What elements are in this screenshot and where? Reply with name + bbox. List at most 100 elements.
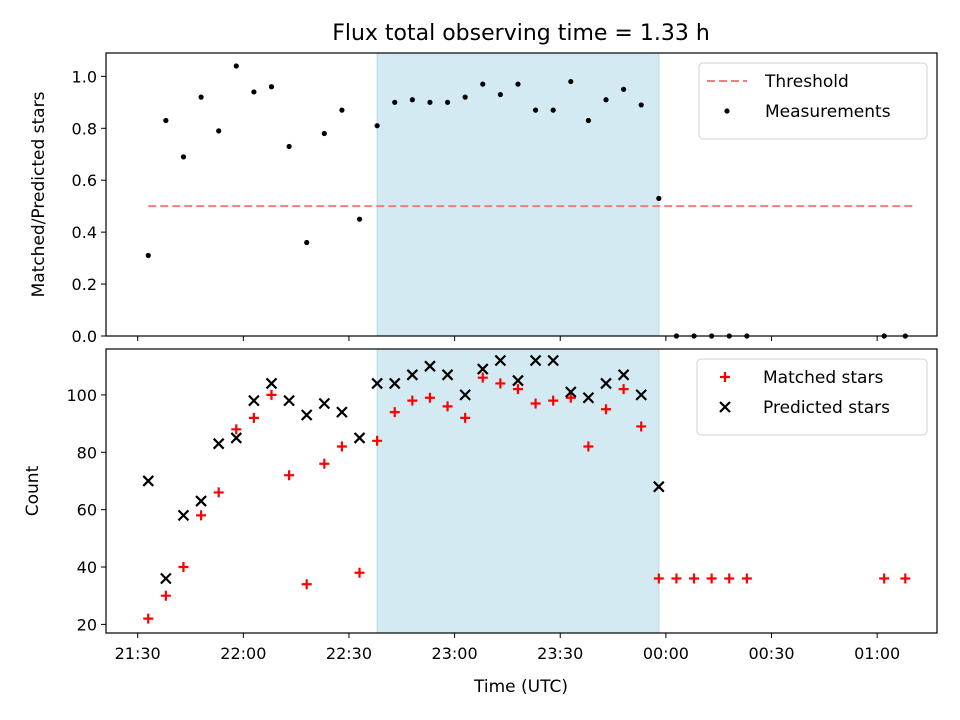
data-point [389, 407, 400, 418]
plot-frame [105, 348, 938, 634]
data-point [460, 412, 471, 423]
data-point [565, 392, 576, 403]
legend: Matched stars Predicted stars [696, 358, 928, 436]
x-tick-label: 23:30 [537, 644, 583, 663]
data-point [178, 562, 189, 573]
x-tick-label: 00:30 [748, 644, 794, 663]
data-point [689, 573, 700, 584]
y-tick-label: 0.0 [72, 327, 97, 346]
predicted-stars-series [142, 354, 665, 585]
y-axis-label: Matched/Predicted stars [29, 91, 49, 297]
legend-marker [724, 108, 730, 114]
y-tick-label: 60 [77, 501, 97, 520]
data-point [198, 94, 204, 100]
legend: Threshold Measurements [698, 62, 928, 140]
data-point [321, 130, 327, 137]
data-point [900, 573, 911, 584]
data-point [195, 495, 207, 507]
data-point [427, 99, 433, 105]
data-point [212, 437, 225, 450]
y-tick-label: 40 [77, 558, 97, 577]
count-panel: 21:30 22:00 22:30 23:00 23:30 00:00 00:30 01:00… [23, 348, 938, 663]
data-point [550, 107, 556, 113]
measurements-series [145, 63, 908, 339]
observing-interval [376, 52, 660, 337]
x-tick-label: 01:00 [854, 644, 900, 663]
data-point [671, 573, 682, 584]
data-point [388, 377, 401, 390]
data-point [495, 378, 506, 389]
data-point [444, 99, 451, 105]
data-point [230, 432, 243, 444]
data-point [143, 613, 154, 624]
data-point [374, 123, 380, 129]
data-point [656, 195, 662, 201]
data-point [283, 394, 295, 407]
data-point [548, 395, 559, 406]
data-point [547, 354, 559, 367]
matched-stars-series [143, 372, 911, 624]
x-tick-label: 23:00 [432, 644, 478, 663]
x-axis-label: Time (UTC) [473, 677, 568, 697]
legend-box [698, 62, 928, 140]
legend-marker [719, 401, 731, 413]
data-point [392, 99, 398, 105]
data-point [621, 86, 627, 92]
data-point [266, 389, 277, 400]
data-point [638, 102, 644, 108]
data-point [304, 239, 310, 246]
data-point [477, 372, 488, 383]
chart-title: Flux total observing time = 1.33 h [332, 21, 710, 46]
y-tick-label: 100 [66, 386, 97, 405]
data-point [532, 107, 539, 113]
data-point [480, 81, 486, 87]
data-point [336, 441, 347, 452]
data-point [530, 398, 541, 409]
data-point [600, 377, 612, 390]
data-point [653, 573, 664, 584]
data-point [213, 487, 224, 498]
data-point [145, 252, 151, 259]
data-point [286, 143, 292, 150]
data-point [284, 470, 295, 481]
data-point [216, 128, 222, 134]
data-point [372, 435, 383, 446]
data-point [406, 369, 419, 381]
data-point [879, 573, 890, 584]
data-point [617, 369, 630, 381]
data-point [512, 384, 523, 395]
y-tick-label: 0.2 [72, 275, 97, 294]
y-tick-label: 20 [77, 615, 97, 634]
data-point [300, 409, 313, 421]
data-point [618, 384, 629, 395]
x-tick-label: 22:30 [326, 644, 372, 663]
ratio-panel: 0.0 0.2 0.4 0.6 0.8 1.0 Matched/Predicted star… [29, 52, 938, 346]
data-point [582, 391, 595, 404]
data-point [163, 117, 169, 124]
observing-interval [376, 348, 660, 634]
data-point [319, 458, 330, 469]
data-point [371, 377, 383, 390]
data-point [462, 94, 468, 100]
data-point [497, 91, 503, 98]
legend-box [696, 358, 928, 436]
y-tick-label: 0.6 [72, 171, 97, 190]
data-point [354, 567, 365, 578]
data-point [583, 441, 594, 452]
y-tick-label: 1.0 [72, 67, 97, 86]
data-point [268, 84, 275, 90]
data-point [265, 377, 278, 390]
y-tick-label: 0.8 [72, 119, 97, 138]
data-point [635, 389, 647, 401]
legend-marker [720, 372, 730, 382]
data-point [301, 579, 312, 590]
data-point [441, 369, 454, 381]
data-point [356, 216, 363, 222]
y-axis-label: Count [23, 465, 43, 516]
data-point [180, 154, 187, 160]
data-point [318, 397, 331, 410]
data-point [248, 412, 259, 423]
data-point [407, 395, 418, 406]
data-point [724, 573, 735, 584]
legend-label: Measurements [765, 102, 891, 122]
